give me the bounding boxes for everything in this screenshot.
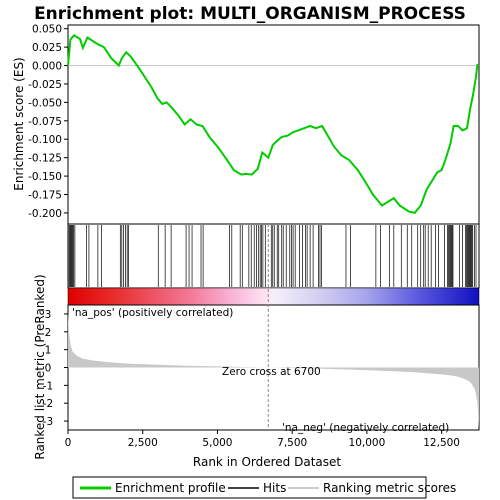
ranked-y-axis-label: Ranked list metric (PreRanked): [33, 274, 47, 459]
es-y-tick-label: 0.025: [32, 42, 62, 54]
es-panel-frame: [67, 24, 480, 225]
es-panel: 0.050 0.025 0.000 -0.025 -0.050 -0.075 -0.100 -…: [12, 24, 480, 225]
x-tick-label: 2,500: [128, 437, 158, 449]
es-y-tick-label: -0.100: [28, 134, 62, 146]
es-y-tick-label: -0.025: [28, 79, 62, 91]
es-y-tick-label: -0.050: [28, 97, 62, 109]
positive-correlation-label: 'na_pos' (positively correlated): [72, 307, 233, 319]
legend-hits-label: Hits: [263, 481, 286, 495]
x-tick-label: 10,000: [349, 437, 386, 449]
x-tick-label: 0: [65, 437, 72, 449]
hits-panel: [67, 223, 480, 289]
x-axis-label: Rank in Ordered Dataset: [193, 455, 341, 469]
legend-enrichment-label: Enrichment profile: [115, 481, 226, 495]
ranked-y-tick-label: -1: [43, 380, 53, 392]
hit-lines: [68, 225, 477, 287]
ranked-y-tick-label: -3: [43, 416, 53, 428]
ranked-y-axis: 3 2 1 0 -1 -2 -3: [43, 309, 68, 428]
x-tick-label: 12,500: [423, 437, 460, 449]
es-y-tick-label: -0.200: [28, 208, 62, 220]
ranked-y-tick-label: 1: [45, 345, 52, 357]
ranked-y-tick-label: 2: [45, 327, 52, 339]
legend: Enrichment profile Hits Ranking metric s…: [72, 476, 456, 499]
legend-ranking-label: Ranking metric scores: [323, 481, 456, 495]
x-tick-label: 7,500: [277, 437, 307, 449]
ranking-metric-area: [68, 312, 479, 429]
ranked-y-tick-label: 0: [45, 363, 52, 375]
ranked-x-axis: 0 2,500 5,000 7,500 10,000 12,500: [65, 430, 460, 449]
es-y-tick-label: 0.050: [32, 24, 62, 36]
x-tick-label: 5,000: [202, 437, 232, 449]
rank-color-bar: [67, 287, 480, 306]
ranked-y-tick-label: 3: [45, 309, 52, 321]
es-y-tick-label: -0.175: [28, 190, 62, 202]
hits-panel-frame: [67, 223, 480, 289]
es-y-axis-label: Enrichment score (ES): [12, 57, 26, 190]
enrichment-profile-line: [67, 33, 479, 215]
ranked-y-tick-label: -2: [43, 398, 53, 410]
es-y-tick-label: 0.000: [32, 61, 62, 73]
es-y-tick-label: -0.150: [28, 171, 62, 183]
es-y-tick-label: -0.125: [28, 153, 62, 165]
chart-title: Enrichment plot: MULTI_ORGANISM_PROCESS: [34, 4, 466, 24]
es-y-tick-label: -0.075: [28, 116, 62, 128]
zero-cross-label: Zero cross at 6700: [222, 366, 321, 378]
negative-correlation-label: 'na_neg' (negatively correlated): [282, 422, 449, 434]
es-y-axis: 0.050 0.025 0.000 -0.025 -0.050 -0.075 -0.100 -…: [28, 24, 68, 220]
